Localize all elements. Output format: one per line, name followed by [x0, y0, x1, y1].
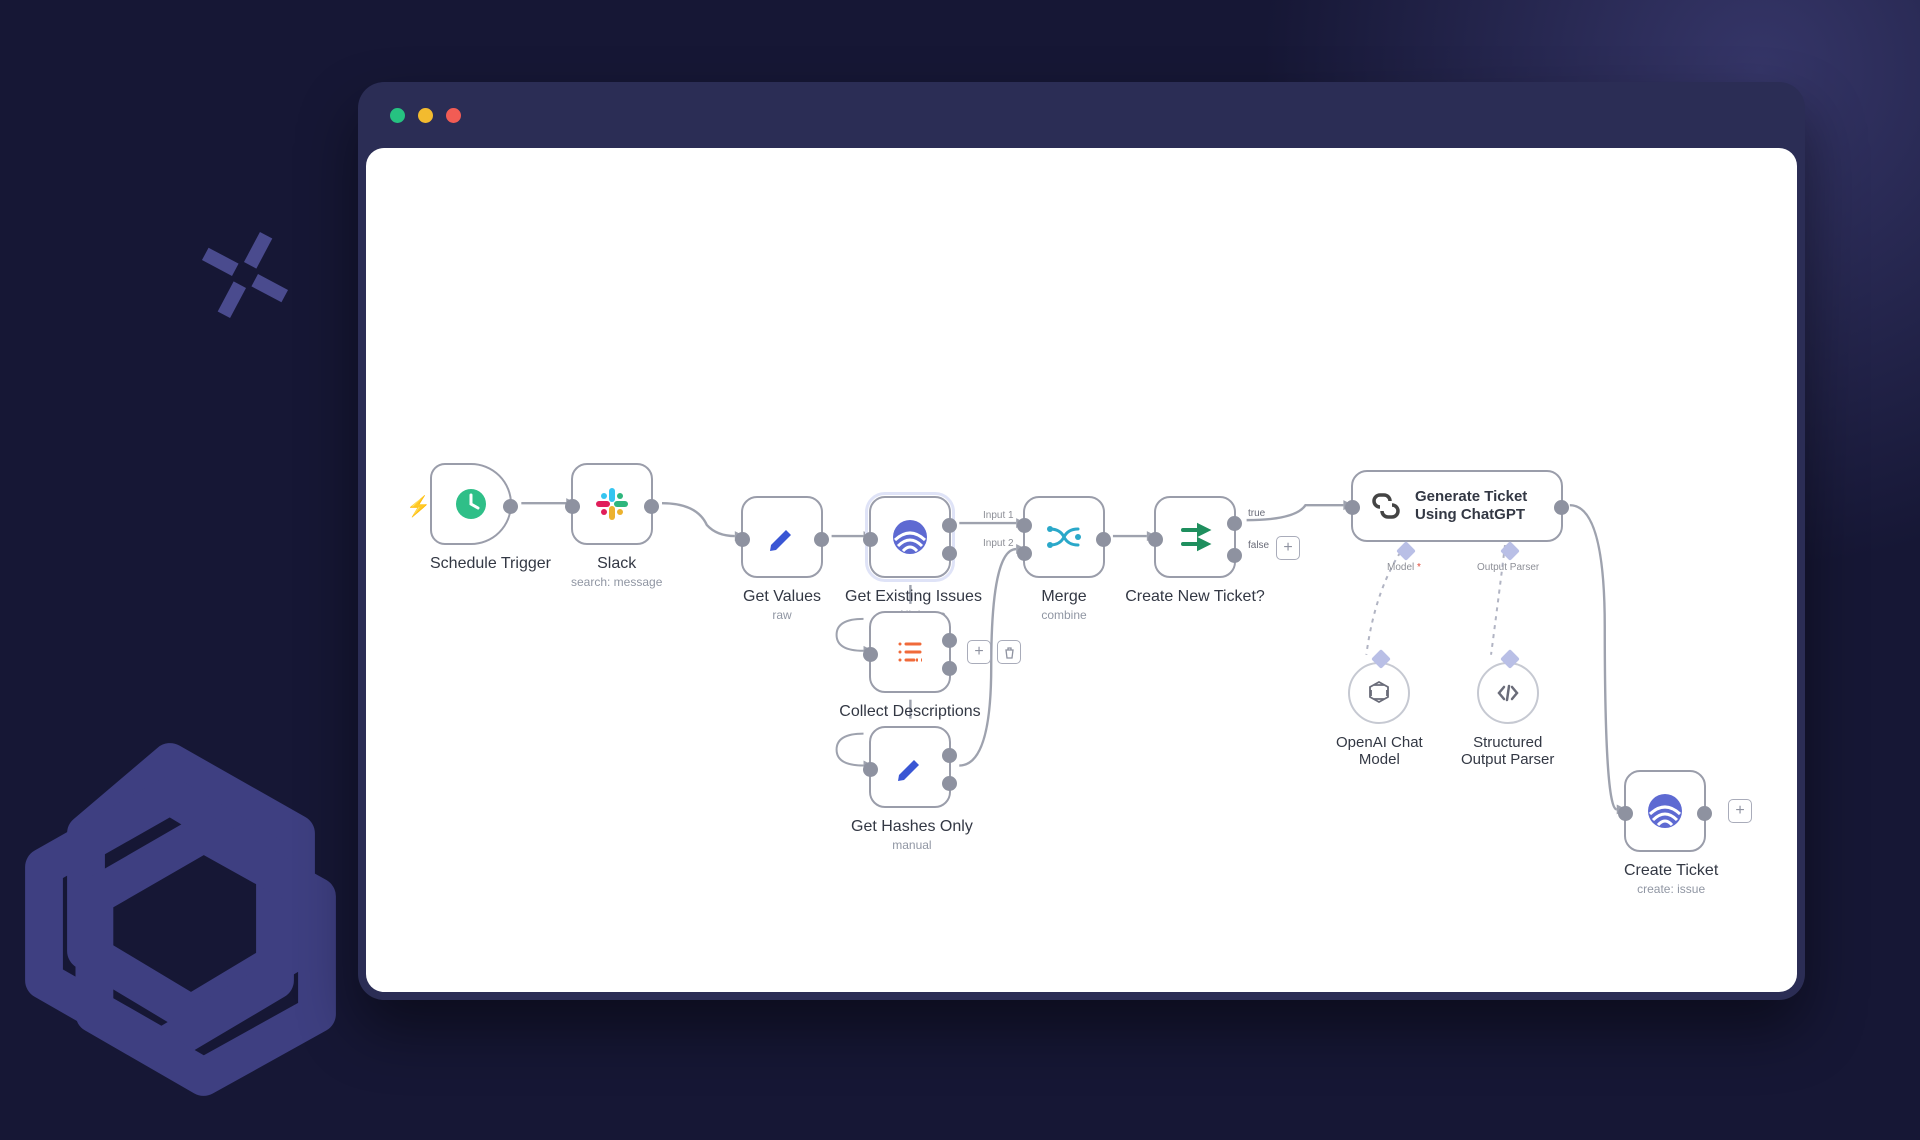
list-icon: [892, 634, 928, 670]
trigger-bolt-icon: ⚡: [406, 494, 431, 519]
gpt-title-line1: Generate Ticket: [1415, 488, 1527, 506]
openai-line2: Model: [1336, 751, 1423, 768]
node-label: Get Values: [741, 588, 823, 606]
chain-icon: [1369, 489, 1403, 523]
sub-port-model[interactable]: [1396, 541, 1416, 561]
node-label: Merge: [1023, 588, 1105, 606]
node-sublabel: combine: [1023, 608, 1105, 622]
delete-node-button[interactable]: [997, 640, 1021, 664]
node-schedule-trigger[interactable]: Schedule Trigger: [430, 463, 551, 573]
node-generate-ticket-chatgpt[interactable]: Generate Ticket Using ChatGPT Model * Ou…: [1351, 470, 1563, 542]
gpt-title-line2: Using ChatGPT: [1415, 506, 1527, 524]
clock-icon: [451, 484, 491, 524]
node-sublabel: raw: [741, 608, 823, 622]
node-get-values[interactable]: Get Values raw: [741, 496, 823, 622]
node-create-new-ticket-switch[interactable]: true false + Create New Ticket?: [1154, 496, 1236, 606]
sub-port-parser[interactable]: [1500, 541, 1520, 561]
node-slack[interactable]: Slack search: message: [571, 463, 662, 589]
linear-icon: [1644, 790, 1686, 832]
out-false-label: false: [1248, 540, 1269, 551]
add-output-button[interactable]: +: [1728, 799, 1752, 823]
window-titlebar: [358, 82, 1805, 148]
node-label: Schedule Trigger: [430, 555, 551, 573]
parser-line1: Structured: [1461, 734, 1554, 751]
node-get-hashes-only[interactable]: Get Hashes Only manual: [869, 726, 955, 852]
node-label: Collect Descriptions: [839, 703, 981, 721]
sub-model-label: Model: [1387, 562, 1414, 573]
node-label: Create New Ticket?: [1122, 588, 1268, 606]
window-minimize-dot[interactable]: [418, 108, 433, 123]
out-true-label: true: [1248, 508, 1265, 519]
window-maximize-dot[interactable]: [446, 108, 461, 123]
in1-label: Input 1: [983, 510, 1014, 521]
openai-icon: [1364, 678, 1394, 708]
node-merge[interactable]: Input 1 Input 2 Merge combine: [1023, 496, 1105, 622]
linear-icon: [889, 516, 931, 558]
add-output-button[interactable]: +: [967, 640, 991, 664]
pencil-icon: [892, 749, 928, 785]
node-label: Slack: [571, 555, 662, 573]
window-close-dot[interactable]: [390, 108, 405, 123]
node-structured-output-parser[interactable]: Structured Output Parser: [1461, 662, 1554, 768]
workflow-canvas[interactable]: ⚡ Schedule Trigger: [366, 148, 1797, 992]
switch-icon: [1175, 517, 1215, 557]
node-label: Get Hashes Only: [851, 818, 973, 836]
merge-icon: [1044, 517, 1084, 557]
node-sublabel: search: message: [571, 575, 662, 589]
code-icon: [1494, 679, 1522, 707]
in2-label: Input 2: [983, 538, 1014, 549]
node-label: Get Existing Issues: [845, 588, 982, 606]
pencil-icon: [764, 519, 800, 555]
node-sublabel: manual: [869, 838, 955, 852]
parser-line2: Output Parser: [1461, 751, 1554, 768]
add-output-button[interactable]: +: [1276, 536, 1300, 560]
node-collect-descriptions[interactable]: + Collect Descriptions: [869, 611, 951, 721]
decorative-plus-icon: [184, 214, 306, 336]
node-openai-chat-model[interactable]: OpenAI Chat Model: [1336, 662, 1423, 768]
app-window: ⚡ Schedule Trigger: [358, 82, 1805, 1000]
slack-icon: [592, 484, 632, 524]
required-asterisk: *: [1417, 562, 1421, 573]
trash-icon: [1003, 646, 1016, 659]
node-label: Create Ticket: [1624, 862, 1718, 880]
node-get-existing-issues[interactable]: Get Existing Issues getAll: issue: [869, 496, 958, 622]
decorative-openai-knot-icon: [0, 720, 380, 1140]
node-sublabel: create: issue: [1624, 882, 1718, 896]
node-create-ticket[interactable]: + Create Ticket create: issue: [1624, 770, 1718, 896]
sub-parser-label: Output Parser: [1477, 562, 1539, 573]
openai-line1: OpenAI Chat: [1336, 734, 1423, 751]
